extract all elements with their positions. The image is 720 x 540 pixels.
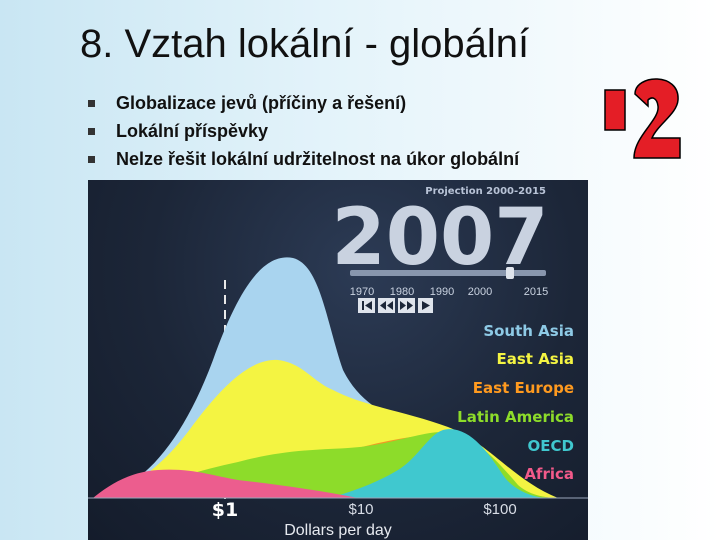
bullet-text: Globalizace jevů (příčiny a řešení) — [116, 93, 407, 113]
x-axis-label: Dollars per day — [284, 522, 392, 539]
timeline-tick: 1970 — [350, 286, 374, 298]
legend-south-asia: South Asia — [483, 322, 574, 340]
x-tick-100: $100 — [483, 501, 516, 518]
playback-controls — [358, 298, 433, 313]
bullet-item: Globalizace jevů (příčiny a řešení) — [88, 92, 519, 120]
timeline-handle[interactable] — [506, 267, 514, 279]
timeline-tick: 1990 — [430, 286, 454, 298]
question-mark-icon — [604, 78, 681, 159]
play-icon[interactable] — [418, 298, 433, 313]
bullet-square-icon — [88, 100, 95, 107]
projection-label: Projection 2000-2015 — [425, 186, 546, 197]
first-icon[interactable] — [358, 298, 375, 313]
timeline-tick: 1980 — [390, 286, 414, 298]
bullet-text: Nelze řešit lokální udržitelnost na úkor… — [116, 149, 520, 169]
bullet-list: Globalizace jevů (příčiny a řešení) Loká… — [88, 92, 519, 176]
slide-title: 8. Vztah lokální - globální — [80, 22, 530, 66]
bullet-item: Nelze řešit lokální udržitelnost na úkor… — [88, 148, 519, 176]
area-africa — [93, 469, 358, 498]
year-display: 2007 — [331, 193, 548, 283]
timeline-tick: 2000 — [468, 286, 492, 298]
legend-oecd: OECD — [528, 437, 574, 455]
income-distribution-figure: Projection 2000-2015 2007 1970 1980 1990… — [88, 180, 588, 540]
legend-east-asia: East Asia — [497, 350, 575, 368]
legend-africa: Africa — [524, 465, 574, 483]
x-tick-1: $1 — [212, 499, 238, 521]
forward-icon[interactable] — [398, 298, 415, 313]
bullet-square-icon — [88, 128, 95, 135]
legend-east-europe: East Europe — [473, 379, 574, 397]
bullet-item: Lokální příspěvky — [88, 120, 519, 148]
timeline-tick: 2015 — [524, 286, 548, 298]
timeline-track[interactable] — [350, 270, 546, 276]
bullet-square-icon — [88, 156, 95, 163]
legend-latin-america: Latin America — [457, 408, 574, 426]
x-tick-10: $10 — [348, 501, 373, 518]
rewind-icon[interactable] — [378, 298, 395, 313]
area-oecd — [328, 429, 548, 498]
bullet-text: Lokální příspěvky — [116, 121, 269, 141]
legend: South Asia East Asia East Europe Latin A… — [457, 322, 574, 483]
